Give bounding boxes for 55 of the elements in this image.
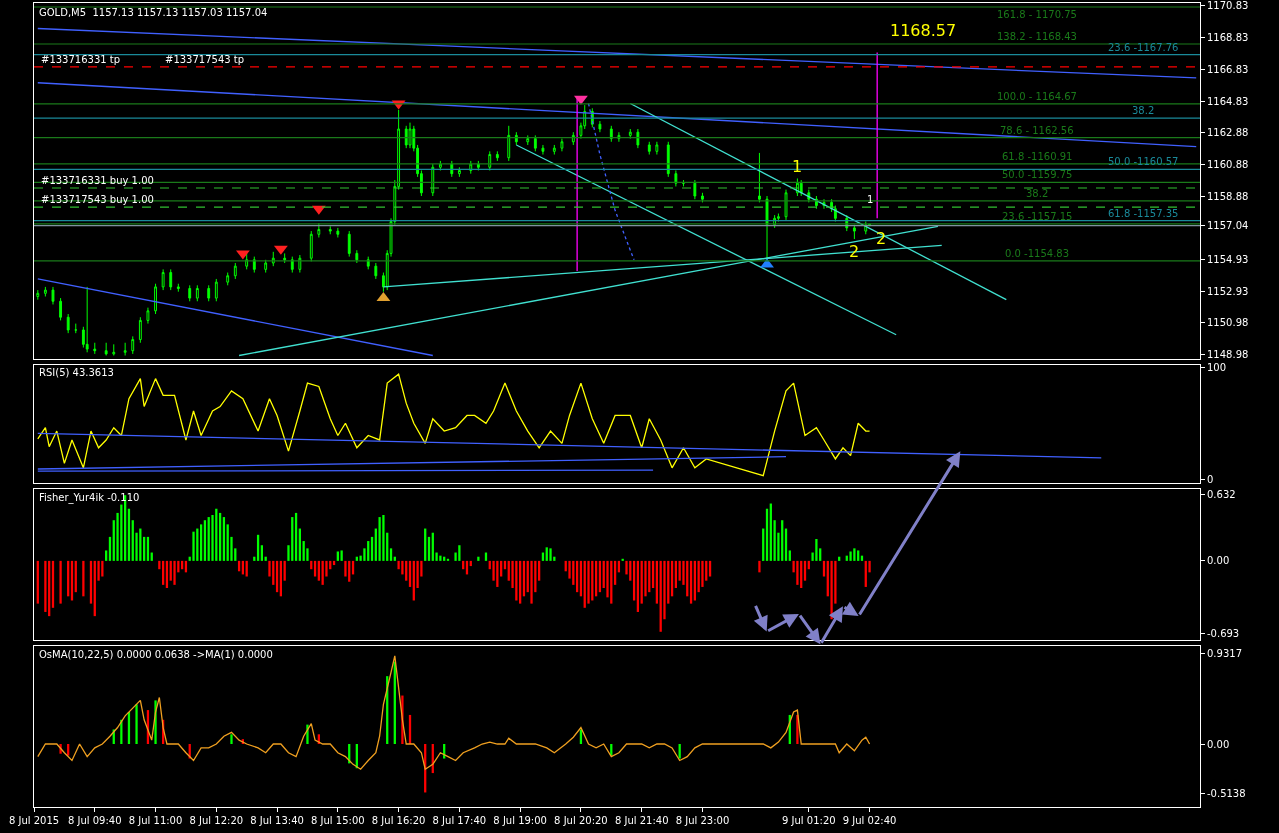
x-tick-label: 8 Jul 09:40	[67, 815, 122, 826]
annotation: 1	[867, 194, 874, 205]
x-tick-label: 8 Jul 21:40	[614, 815, 669, 826]
annotation: 61.8 -1160.91	[1002, 151, 1073, 162]
annotation: 38.2	[1132, 105, 1155, 116]
y-tick-label: 1162.88	[1207, 127, 1249, 139]
y-tick-label: 0	[1207, 473, 1214, 485]
annotation: #133717543 tp	[165, 54, 245, 65]
annotation: 1168.57	[890, 21, 957, 40]
annotation: 78.6 - 1162.56	[1000, 125, 1074, 136]
x-tick-label: 8 Jul 2015	[8, 815, 60, 826]
x-tick-label: 8 Jul 12:20	[189, 815, 244, 826]
x-tick-label: 9 Jul 02:40	[842, 815, 897, 826]
y-tick-label: 1166.83	[1207, 64, 1249, 76]
annotation: 23.6 -1157.15	[1002, 211, 1073, 222]
ref-line-label: #133716331 buy 1.00	[41, 175, 154, 186]
x-tick-label: 8 Jul 23:00	[675, 815, 730, 826]
y-tick-label: 0.632	[1207, 489, 1236, 501]
ref-line-label: #133716331 tp	[41, 54, 121, 65]
y-tick-label: 1157.04	[1207, 220, 1249, 232]
chart-title: GOLD,M5 1157.13 1157.13 1157.03 1157.04	[39, 7, 268, 18]
annotation: 161.8 - 1170.75	[997, 9, 1077, 20]
y-tick-label: 1170.83	[1207, 0, 1249, 12]
x-tick-label: 8 Jul 19:00	[493, 815, 547, 826]
x-tick-label: 8 Jul 17:40	[432, 815, 487, 826]
annotation: 23.6 -1167.76	[1108, 42, 1179, 53]
y-tick-label: 1168.83	[1207, 32, 1249, 44]
y-tick-label: -0.693	[1207, 627, 1240, 639]
y-tick-label: 1152.93	[1207, 285, 1249, 297]
x-tick-label: 8 Jul 11:00	[128, 815, 183, 826]
annotation: 0.0 -1154.83	[1005, 248, 1070, 259]
x-tick-label: 8 Jul 16:20	[371, 815, 426, 826]
y-tick-label: 1158.88	[1207, 190, 1249, 202]
annotation: 138.2 - 1168.43	[997, 31, 1077, 42]
annotation: 50.0 -1159.75	[1002, 169, 1073, 180]
y-tick-label: 1150.98	[1207, 316, 1249, 328]
annotation: 100.0 - 1164.67	[997, 91, 1077, 102]
y-tick-label: -0.5138	[1207, 788, 1246, 800]
y-tick-label: 0.00	[1207, 555, 1230, 567]
y-tick-label: 1148.98	[1207, 348, 1249, 360]
x-tick-label: 8 Jul 15:00	[311, 815, 365, 826]
y-tick-label: 1160.88	[1207, 158, 1249, 170]
annotation: 38.2	[1026, 188, 1049, 199]
ref-line-label: #133717543 buy 1.00	[41, 194, 154, 205]
annotation: 61.8 -1157.35	[1108, 208, 1179, 219]
y-tick-label: 1154.93	[1207, 253, 1249, 265]
x-tick-label: 9 Jul 01:20	[782, 815, 836, 826]
x-tick-label: 8 Jul 13:40	[250, 815, 304, 826]
y-tick-label: 0.00	[1207, 738, 1230, 750]
y-tick-label: 1164.83	[1207, 95, 1249, 107]
x-tick-label: 8 Jul 20:20	[554, 815, 608, 826]
chart-title: OsMA(10,22,5) 0.0000 0.0638 ->MA(1) 0.0000	[39, 649, 273, 660]
chart-title: RSI(5) 43.3613	[39, 367, 114, 378]
y-tick-label: 100	[1207, 361, 1227, 373]
y-tick-label: 0.9317	[1207, 648, 1242, 660]
